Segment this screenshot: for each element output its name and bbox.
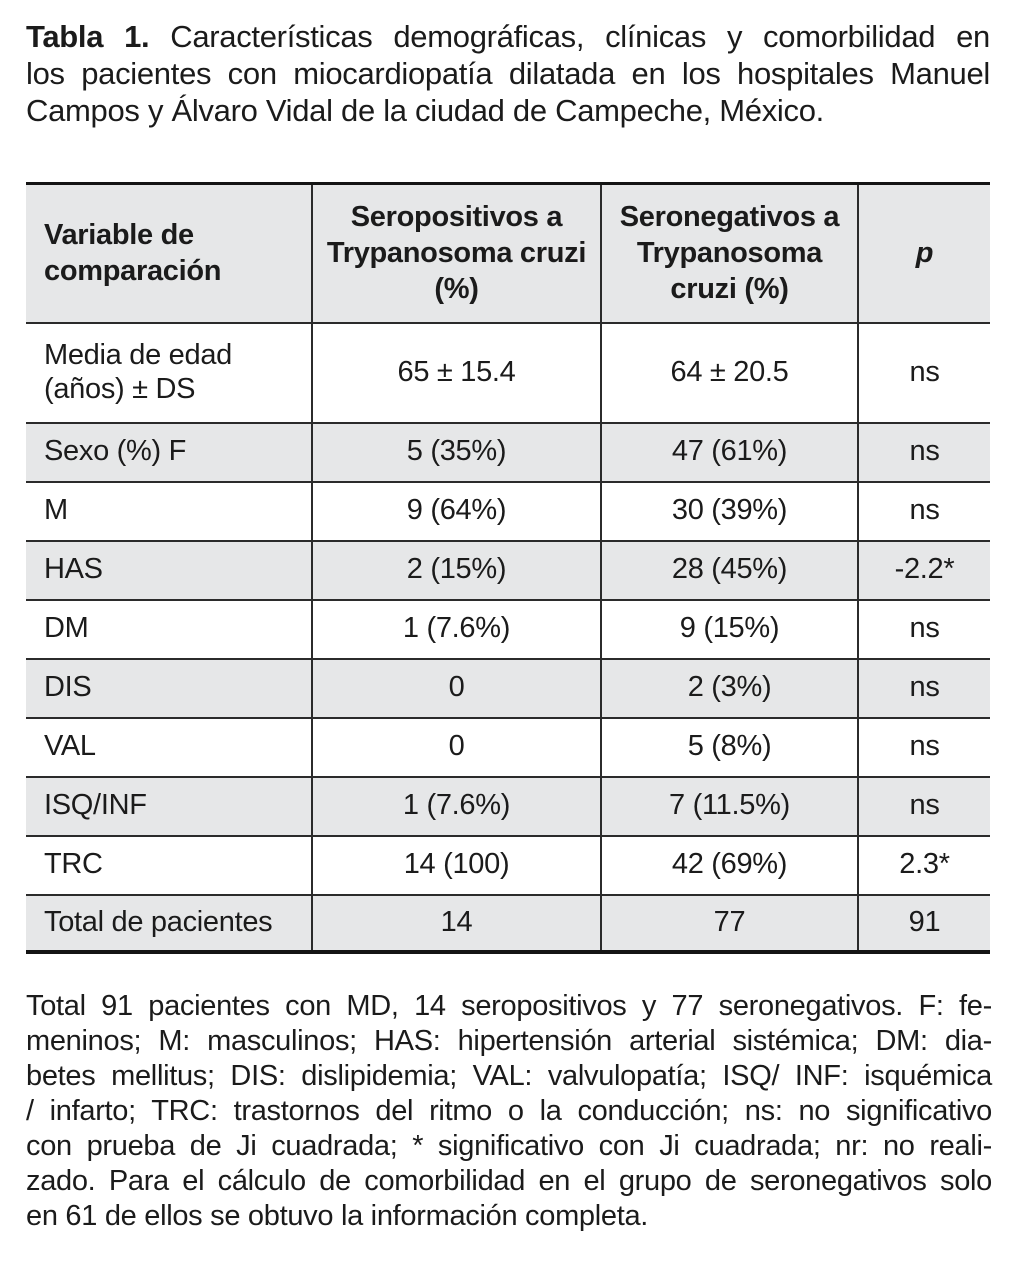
header-row: Variable de comparación Seropositivos a … bbox=[26, 183, 990, 323]
table-row: VAL 0 5 (8%) ns bbox=[26, 717, 990, 777]
cell-p-value: ns bbox=[857, 599, 990, 659]
footnote-line: zado. Para el cálculo de comorbilidad en… bbox=[26, 1164, 992, 1197]
caption-text: Características demográficas, clínicas y… bbox=[149, 19, 990, 54]
table-row: ISQ/INF 1 (7.6%) 7 (11.5%) ns bbox=[26, 776, 990, 836]
table-row: DIS 0 2 (3%) ns bbox=[26, 658, 990, 718]
table-row-total: Total de pacientes 14 77 91 bbox=[26, 894, 990, 952]
cell-variable: Media de edad (años) ± DS bbox=[44, 339, 232, 405]
column-header-variable: Variable de comparación bbox=[44, 219, 222, 288]
table-row: HAS 2 (15%) 28 (45%) -2.2* bbox=[26, 540, 990, 600]
cell-variable: HAS bbox=[44, 553, 103, 586]
column-header-seronegativos: Seronegativos a Trypanosoma cruzi (%) bbox=[600, 183, 858, 323]
footnote-line: en 61 de ellos se obtuvo la información … bbox=[26, 1199, 649, 1232]
cell-seropositivos: 14 bbox=[311, 894, 601, 952]
caption-line: Tabla 1. Características demográficas, c… bbox=[26, 18, 990, 55]
cell-variable: ISQ/INF bbox=[44, 789, 147, 822]
footnote-line: meninos; M: masculinos; HAS: hipertensió… bbox=[26, 1024, 992, 1057]
cell-variable: M bbox=[44, 494, 68, 527]
cell-seropositivos: 0 bbox=[311, 717, 601, 777]
cell-seropositivos: 1 (7.6%) bbox=[311, 599, 601, 659]
cell-p-value: 91 bbox=[857, 894, 990, 952]
table-row: Media de edad (años) ± DS 65 ± 15.4 64 ±… bbox=[26, 322, 990, 423]
cell-p-value: -2.2* bbox=[857, 540, 990, 600]
caption-line: Campos y Álvaro Vidal de la ciudad de Ca… bbox=[26, 93, 824, 128]
cell-variable: DM bbox=[44, 612, 89, 645]
cell-seronegativos: 64 ± 20.5 bbox=[600, 322, 858, 423]
cell-p-value: ns bbox=[857, 658, 990, 718]
cell-seropositivos: 14 (100) bbox=[311, 835, 601, 895]
cell-seronegativos: 2 (3%) bbox=[600, 658, 858, 718]
cell-seropositivos: 1 (7.6%) bbox=[311, 776, 601, 836]
table-row: M 9 (64%) 30 (39%) ns bbox=[26, 481, 990, 541]
column-header-seropositivos: Seropositivos a Trypanosoma cruzi (%) bbox=[311, 183, 601, 323]
cell-variable: DIS bbox=[44, 671, 92, 704]
cell-variable: Total de pacientes bbox=[44, 905, 273, 938]
column-header-p-value: p bbox=[857, 183, 990, 323]
cell-variable: Sexo (%) F bbox=[44, 435, 187, 468]
cell-p-value: ns bbox=[857, 481, 990, 541]
cell-seronegativos: 42 (69%) bbox=[600, 835, 858, 895]
cell-seronegativos: 9 (15%) bbox=[600, 599, 858, 659]
cell-seronegativos: 77 bbox=[600, 894, 858, 952]
cell-seropositivos: 2 (15%) bbox=[311, 540, 601, 600]
cell-seropositivos: 5 (35%) bbox=[311, 422, 601, 482]
footnote-line: Total 91 pacientes con MD, 14 seropositi… bbox=[26, 989, 992, 1022]
cell-seronegativos: 5 (8%) bbox=[600, 717, 858, 777]
table-row: TRC 14 (100) 42 (69%) 2.3* bbox=[26, 835, 990, 895]
cell-p-value: ns bbox=[857, 322, 990, 423]
footnote-line: con prueba de Ji cuadrada; * significati… bbox=[26, 1129, 992, 1162]
footnote-line: / infarto; TRC: trastornos del ritmo o l… bbox=[26, 1094, 992, 1127]
table-row: DM 1 (7.6%) 9 (15%) ns bbox=[26, 599, 990, 659]
cell-seropositivos: 65 ± 15.4 bbox=[311, 322, 601, 423]
cell-seronegativos: 47 (61%) bbox=[600, 422, 858, 482]
cell-p-value: ns bbox=[857, 422, 990, 482]
comparison-table: Variable de comparación Seropositivos a … bbox=[26, 182, 990, 954]
table-caption: Tabla 1. Características demográficas, c… bbox=[26, 18, 990, 129]
cell-seropositivos: 0 bbox=[311, 658, 601, 718]
cell-seronegativos: 7 (11.5%) bbox=[600, 776, 858, 836]
cell-seropositivos: 9 (64%) bbox=[311, 481, 601, 541]
cell-p-value: ns bbox=[857, 717, 990, 777]
table-header: Variable de comparación Seropositivos a … bbox=[26, 183, 990, 323]
cell-seronegativos: 28 (45%) bbox=[600, 540, 858, 600]
cell-variable: VAL bbox=[44, 730, 96, 763]
caption-line: los pacientes con miocardiopatía dilatad… bbox=[26, 56, 990, 91]
caption-table-number: Tabla 1. bbox=[26, 19, 150, 54]
cell-p-value: 2.3* bbox=[857, 835, 990, 895]
table-body: Media de edad (años) ± DS 65 ± 15.4 64 ±… bbox=[26, 322, 990, 952]
table-row: Sexo (%) F 5 (35%) 47 (61%) ns bbox=[26, 422, 990, 482]
cell-variable: TRC bbox=[44, 848, 103, 881]
table-footnote: Total 91 pacientes con MD, 14 seropositi… bbox=[26, 989, 992, 1234]
footnote-line: betes mellitus; DIS: dislipidemia; VAL: … bbox=[26, 1059, 992, 1092]
cell-seronegativos: 30 (39%) bbox=[600, 481, 858, 541]
cell-p-value: ns bbox=[857, 776, 990, 836]
